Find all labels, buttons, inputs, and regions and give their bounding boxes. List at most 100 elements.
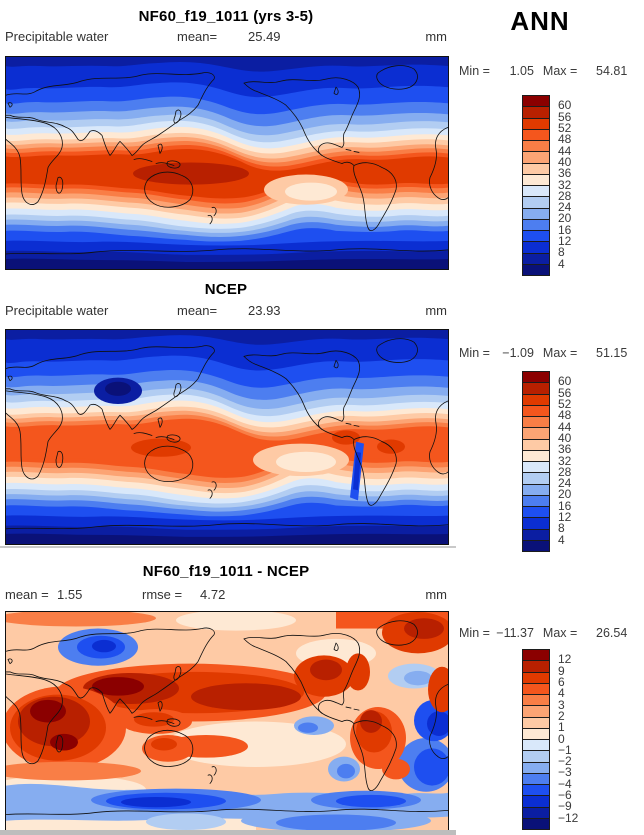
colorbar-tick: 52 <box>558 121 572 135</box>
colorbar-cell <box>523 207 549 219</box>
colorbar-tick: 8 <box>558 245 565 259</box>
colorbar-tick: 48 <box>558 132 572 146</box>
min-label: Min = <box>459 64 490 78</box>
colorbar-tick: 36 <box>558 442 572 456</box>
colorbar-cell <box>523 230 549 242</box>
panel3-units-label: mm <box>425 587 447 602</box>
colorbar-cell <box>523 461 549 473</box>
colorbar-cell <box>523 162 549 174</box>
obs-contour-map <box>6 330 448 544</box>
colorbar-tick: 2 <box>558 709 565 723</box>
colorbar-cell <box>523 784 549 796</box>
colorbar-tick: 56 <box>558 110 572 124</box>
panel1-variable-label: Precipitable water <box>5 29 109 44</box>
colorbar-tick: 8 <box>558 521 565 535</box>
colorbar-cell <box>523 218 549 230</box>
colorbar-tick: 32 <box>558 454 572 468</box>
panel1-mean-label: mean= <box>177 29 218 44</box>
colorbar-tick: −3 <box>558 765 572 779</box>
colorbar-tick: 12 <box>558 652 572 666</box>
colorbar-cell <box>523 96 549 107</box>
colorbar-cell <box>523 185 549 197</box>
colorbar-cell <box>523 372 549 383</box>
max-value: 26.54 <box>596 626 628 640</box>
colorbar-tick: 24 <box>558 200 572 214</box>
world-map-model <box>5 56 449 270</box>
colorbar-cell <box>523 528 549 540</box>
colorbar-model: 60 56 52 48 44 40 36 32 28 24 20 16 12 8… <box>522 95 571 276</box>
colorbar-cell <box>523 472 549 484</box>
world-map-obs <box>5 329 449 545</box>
colorbar-cell <box>523 650 549 661</box>
panel1-units-label: mm <box>425 29 447 44</box>
colorbar-diff: 12 9 6 4 3 2 1 0 −1 −2 −3 −4 −6 −9 −12 <box>522 649 578 830</box>
panel3-rmse-value: 4.72 <box>200 587 226 602</box>
colorbar-tick: 24 <box>558 476 572 490</box>
colorbar-tick: 4 <box>558 686 565 700</box>
colorbar-cells <box>522 649 550 830</box>
colorbar-tick: 6 <box>558 675 565 689</box>
colorbar-cell <box>523 772 549 784</box>
colorbar-tick: 28 <box>558 465 572 479</box>
colorbar-tick: 28 <box>558 189 572 203</box>
colorbar-cell <box>523 263 549 275</box>
colorbar-cell <box>523 506 549 518</box>
colorbar-cell <box>523 382 549 394</box>
min-label: Min = <box>459 346 490 360</box>
colorbar-tick: −4 <box>558 777 572 791</box>
max-value: 51.15 <box>596 346 628 360</box>
colorbar-tick: 40 <box>558 431 572 445</box>
colorbar-cell <box>523 761 549 773</box>
colorbar-tick: 44 <box>558 144 572 158</box>
colorbar-cell <box>523 416 549 428</box>
colorbar-cell <box>523 694 549 706</box>
colorbar-tick: −6 <box>558 788 572 802</box>
colorbar-cell <box>523 117 549 129</box>
colorbar-cell <box>523 716 549 728</box>
colorbar-cell <box>523 727 549 739</box>
colorbar-cell <box>523 739 549 751</box>
colorbar-cell <box>523 483 549 495</box>
colorbar-tick: 16 <box>558 499 572 513</box>
colorbar-cell <box>523 427 549 439</box>
min-value: 1.05 <box>509 64 534 78</box>
world-map-diff <box>5 611 449 831</box>
min-value: −1.09 <box>502 346 534 360</box>
colorbar-cell <box>523 660 549 672</box>
colorbar-tick: 20 <box>558 487 572 501</box>
panel3-mean-label: mean = <box>5 587 49 602</box>
panel2-minmax-line: Min = −1.09 Max = 51.15 <box>459 346 643 360</box>
colorbar-tick: 4 <box>558 533 565 547</box>
min-value: −11.37 <box>496 626 534 640</box>
colorbar-tick: −12 <box>558 811 579 825</box>
max-label: Max = <box>542 346 578 360</box>
colorbar-cell <box>523 173 549 185</box>
colorbar-cell <box>523 449 549 461</box>
panel3-title: NF60_f19_1011 - NCEP <box>142 563 310 580</box>
min-label: Min = <box>459 626 490 640</box>
colorbar-cell <box>523 517 549 529</box>
panel3-rmse-label: rmse = <box>142 587 183 602</box>
colorbar-cell <box>523 140 549 152</box>
panel2-title: NCEP <box>204 281 248 298</box>
colorbar-cells <box>522 95 550 276</box>
colorbar-tick: 20 <box>558 211 572 225</box>
colorbar-cell <box>523 795 549 807</box>
colorbar-tick: −9 <box>558 799 572 813</box>
colorbar-cell <box>523 128 549 140</box>
colorbar-tick: 40 <box>558 155 572 169</box>
colorbar-tick: 52 <box>558 397 572 411</box>
colorbar-tick: 32 <box>558 178 572 192</box>
colorbar-tick: 1 <box>558 720 565 734</box>
panel3-minmax-line: Min = −11.37 Max = 26.54 <box>459 626 643 640</box>
colorbar-cell <box>523 705 549 717</box>
colorbar-cell <box>523 539 549 551</box>
panel2-units-label: mm <box>425 303 447 318</box>
diff-contour-map <box>6 612 448 830</box>
colorbar-tick: 48 <box>558 408 572 422</box>
panel2-mean-label: mean= <box>177 303 218 318</box>
panel2-mean-value: 23.93 <box>248 303 281 318</box>
colorbar-cell <box>523 438 549 450</box>
colorbar-tick: 60 <box>558 98 572 112</box>
panel3-mean-value: 1.55 <box>57 587 83 602</box>
